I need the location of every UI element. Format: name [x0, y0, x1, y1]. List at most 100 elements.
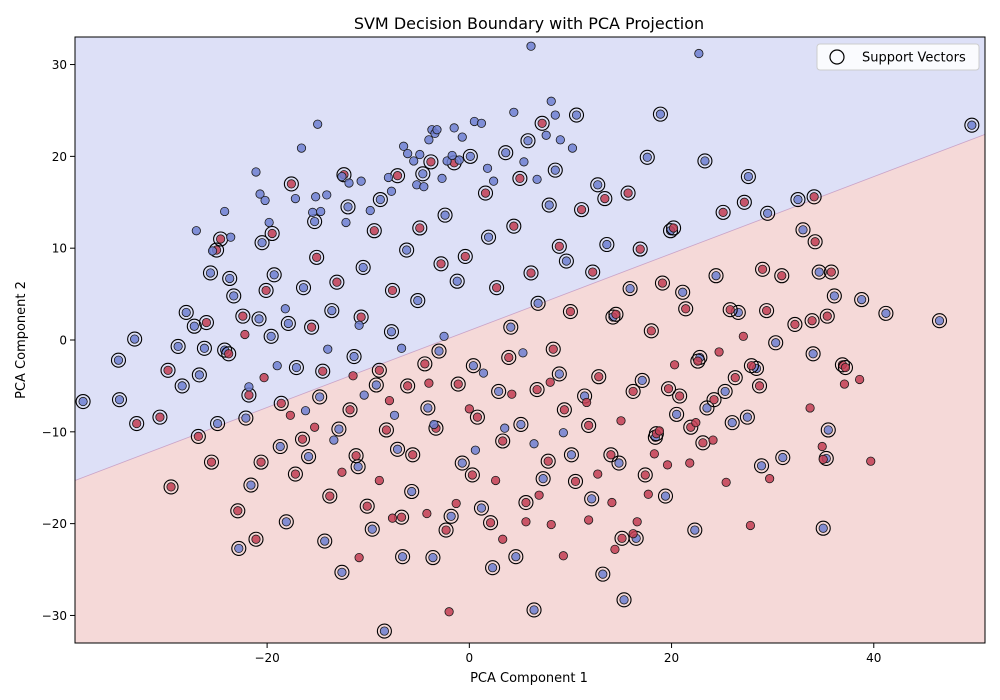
y-axis-label: PCA Component 2 [14, 281, 29, 399]
support-vector-ring [294, 431, 311, 447]
support-vector-ring [648, 426, 664, 442]
red-data-point [718, 207, 728, 217]
blue-data-point [727, 418, 737, 428]
support-vector-ring [75, 393, 91, 410]
blue-data-point [356, 176, 366, 186]
red-data-point [617, 533, 627, 543]
red-data-point [193, 431, 203, 442]
red-data-point [807, 316, 817, 326]
red-data-point [310, 422, 320, 432]
red-data-point [356, 312, 366, 322]
support-vector-ring [760, 205, 776, 221]
blue-data-point [488, 176, 499, 186]
support-vector-ring [272, 438, 288, 455]
red-data-point [498, 436, 508, 446]
support-vector-ring [804, 313, 820, 329]
blue-data-point [260, 195, 270, 206]
support-vector-ring [775, 449, 791, 466]
support-vector-ring [743, 358, 759, 374]
blue-data-point [114, 395, 125, 405]
support-vector-ring [678, 301, 694, 317]
support-vector-ring [152, 409, 168, 425]
support-vector-ring [513, 416, 529, 433]
support-vector-ring [217, 342, 233, 358]
support-vector-ring [438, 522, 454, 538]
support-vector-ring [263, 328, 279, 344]
red-data-point [332, 277, 342, 287]
blue-data-point [432, 125, 442, 135]
blue-data-point [808, 349, 818, 359]
support-vector-ring [405, 447, 421, 463]
red-data-point [426, 157, 436, 167]
blue-data-point [823, 425, 833, 435]
support-vector-ring [230, 503, 246, 519]
red-data-point [532, 384, 542, 395]
red-data-point [441, 525, 451, 535]
red-data-point [374, 475, 384, 486]
blue-data-point [655, 109, 666, 119]
blue-data-point [329, 435, 339, 445]
blue-data-point [567, 143, 578, 153]
support-vector-ring [437, 207, 453, 223]
support-vector-ring [231, 540, 247, 556]
blue-data-point [428, 553, 438, 563]
support-vector-ring [581, 417, 597, 433]
support-vector-ring [415, 166, 431, 182]
blue-data-point [470, 445, 480, 455]
support-vector-ring [795, 222, 811, 238]
blue-data-point [246, 480, 256, 490]
blue-data-point [465, 151, 475, 161]
support-vector-ring [371, 362, 387, 378]
red-data-point [325, 491, 335, 501]
blue-data-point [793, 194, 803, 205]
support-vector-ring [359, 498, 375, 514]
blue-data-point [251, 167, 261, 177]
support-vector-ring [755, 261, 771, 277]
blue-data-point [449, 123, 459, 133]
red-data-point [507, 389, 517, 399]
red-data-point [646, 326, 656, 336]
red-data-point [675, 391, 685, 401]
support-vector-ring [574, 202, 590, 218]
red-data-point [822, 311, 832, 321]
support-vector-ring [715, 204, 731, 220]
blue-data-point [690, 525, 700, 535]
blue-data-point [550, 165, 560, 175]
x-tick-label: −20 [254, 651, 279, 665]
red-data-point [765, 474, 775, 484]
blue-data-point [365, 205, 375, 216]
red-data-point [408, 450, 418, 460]
red-data-point [422, 508, 432, 519]
red-data-point [607, 497, 617, 508]
blue-data-point [220, 206, 230, 217]
blue-data-point [207, 246, 218, 256]
red-data-point [559, 405, 569, 415]
red-data-point [576, 205, 587, 215]
red-data-point [725, 305, 735, 315]
blue-data-point [771, 338, 781, 348]
red-data-point [594, 372, 604, 382]
blue-data-point [533, 298, 543, 308]
support-vector-ring [160, 362, 176, 378]
support-vector-ring [551, 238, 567, 254]
support-vector-ring [127, 331, 143, 347]
blue-data-point [313, 119, 323, 129]
support-vector-ring [331, 421, 347, 437]
blue-data-point [857, 294, 867, 305]
support-vector-ring [501, 349, 517, 365]
red-data-point [709, 395, 719, 405]
support-vector-ring [340, 199, 356, 215]
red-data-point [554, 241, 564, 251]
red-data-point [693, 356, 703, 366]
red-data-point [593, 469, 603, 479]
blue-data-point [967, 120, 977, 130]
red-data-point [166, 482, 176, 492]
y-tick-label: −30 [42, 609, 67, 623]
support-vector-ring [465, 358, 481, 374]
red-data-point [374, 365, 384, 375]
support-vector-ring [243, 477, 259, 493]
red-data-point [472, 412, 483, 422]
red-data-point [809, 192, 819, 202]
red-data-point [826, 267, 836, 277]
chart-title: SVM Decision Boundary with PCA Projectio… [354, 14, 704, 33]
